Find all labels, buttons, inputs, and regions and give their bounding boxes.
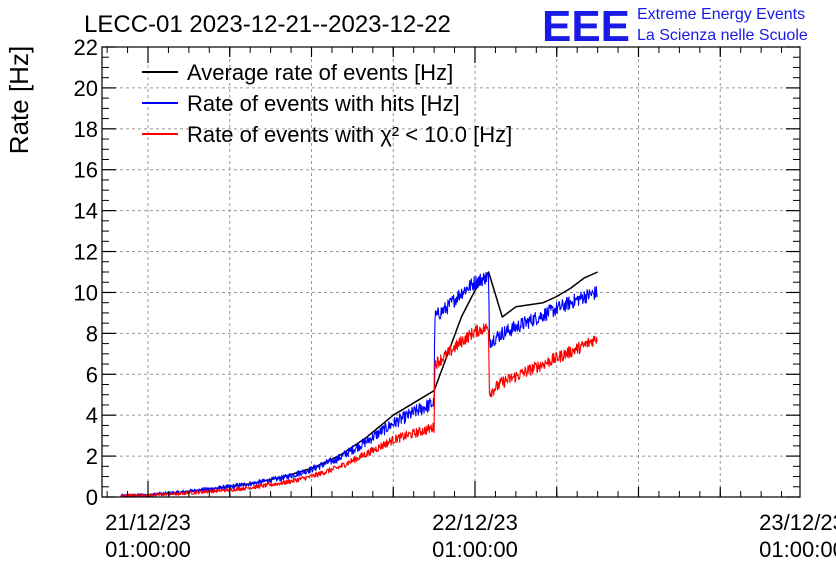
y-tick-label: 20 <box>74 76 98 101</box>
y-tick-label: 0 <box>86 485 98 510</box>
y-tick-label: 22 <box>74 35 98 60</box>
y-tick-label: 8 <box>86 321 98 346</box>
logo-line-1: Extreme Energy Events <box>637 6 805 23</box>
legend: Average rate of events [Hz] Rate of event… <box>142 60 512 147</box>
logo-line-2: La Scienza nelle Scuole <box>637 27 808 44</box>
legend-label: Average rate of events [Hz] <box>187 60 453 85</box>
series-line <box>120 271 598 498</box>
x-tick-time: 01:00:00 <box>105 537 191 562</box>
chart-title: LECC-01 2023-12-21--2023-12-22 <box>84 11 451 38</box>
x-tick-date: 21/12/23 <box>105 510 191 535</box>
grid-lines <box>102 47 800 497</box>
y-tick-label: 2 <box>86 444 98 469</box>
y-tick-label: 6 <box>86 362 98 387</box>
y-tick-label: 14 <box>74 199 98 224</box>
series-layer <box>120 271 598 498</box>
series-line <box>120 271 598 497</box>
logo-mark: EEE <box>542 2 630 51</box>
axes: 024681012141618202221/12/2301:00:0022/12… <box>74 35 836 562</box>
y-tick-label: 18 <box>74 117 98 142</box>
y-tick-label: 4 <box>86 403 98 428</box>
x-tick-time: 01:00:00 <box>759 537 836 562</box>
x-tick-date: 23/12/23 <box>759 510 836 535</box>
y-tick-label: 12 <box>74 240 98 265</box>
legend-label: Rate of events with hits [Hz] <box>187 91 460 116</box>
series-line <box>120 323 598 498</box>
y-axis-label: Rate [Hz] <box>4 46 34 154</box>
y-tick-label: 16 <box>74 158 98 183</box>
legend-label: Rate of events with χ² < 10.0 [Hz] <box>187 122 512 147</box>
y-tick-label: 10 <box>74 280 98 305</box>
x-tick-time: 01:00:00 <box>432 537 518 562</box>
x-tick-date: 22/12/23 <box>432 510 518 535</box>
eee-logo: EEE Extreme Energy Events La Scienza nel… <box>542 2 808 51</box>
